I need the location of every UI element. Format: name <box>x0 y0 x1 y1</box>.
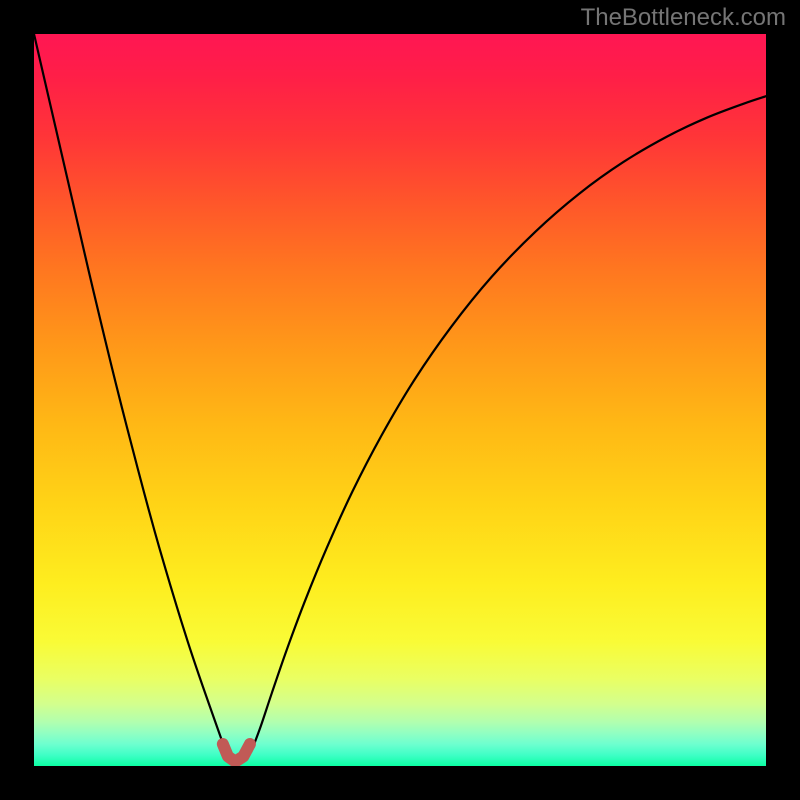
plot-frame <box>34 34 766 766</box>
gradient-background <box>34 34 766 766</box>
watermark-text: TheBottleneck.com <box>581 4 786 32</box>
plot-svg <box>34 34 766 766</box>
chart-canvas: TheBottleneck.com <box>0 0 800 800</box>
